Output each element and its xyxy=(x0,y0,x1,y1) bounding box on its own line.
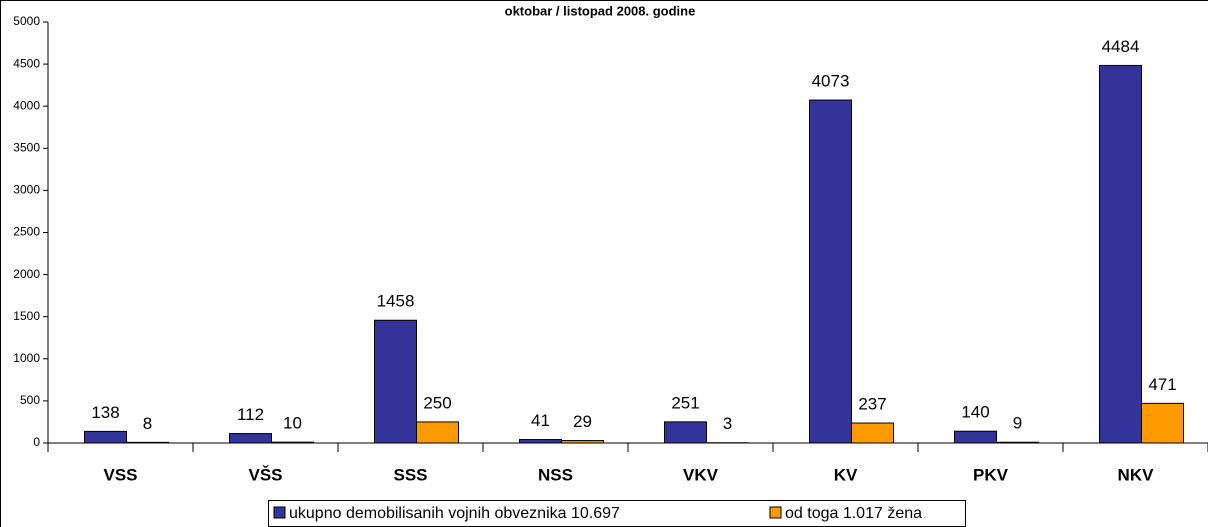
bar xyxy=(127,442,169,443)
y-tick-label: 4500 xyxy=(13,56,40,70)
legend-label: od toga 1.017 žena xyxy=(785,505,922,522)
value-label: 251 xyxy=(671,393,699,412)
bar xyxy=(272,442,314,443)
y-tick-label: 0 xyxy=(33,435,40,449)
bar xyxy=(375,320,417,443)
y-tick-label: 3500 xyxy=(13,140,40,154)
value-label: 140 xyxy=(961,403,989,422)
value-label: 9 xyxy=(1013,414,1022,433)
value-label: 4073 xyxy=(812,72,850,91)
value-label: 112 xyxy=(237,405,264,424)
bar xyxy=(955,431,997,443)
value-label: 10 xyxy=(283,414,302,433)
x-tick-label: SSS xyxy=(393,465,427,484)
value-label: 4484 xyxy=(1102,37,1140,56)
value-label: 3 xyxy=(723,414,732,433)
x-tick-label: NKV xyxy=(1118,465,1155,484)
value-label: 237 xyxy=(858,395,886,414)
value-label: 8 xyxy=(143,414,152,433)
bar xyxy=(997,442,1039,443)
y-tick-label: 2500 xyxy=(13,225,40,239)
bar xyxy=(230,434,272,443)
x-tick-label: VŠS xyxy=(248,465,282,484)
x-tick-label: VKV xyxy=(683,465,719,484)
value-label: 29 xyxy=(573,412,592,431)
value-label: 471 xyxy=(1148,375,1176,394)
chart-border xyxy=(1,1,1208,527)
y-tick-label: 5000 xyxy=(13,14,40,28)
bar xyxy=(852,423,894,443)
bar xyxy=(520,440,562,443)
bar xyxy=(562,441,604,443)
bar xyxy=(1100,65,1142,443)
chart-title: oktobar / listopad 2008. godine xyxy=(505,3,696,18)
bar xyxy=(85,431,127,443)
y-tick-label: 1500 xyxy=(13,309,40,323)
y-tick-label: 2000 xyxy=(13,267,40,281)
y-tick-label: 3000 xyxy=(13,183,40,197)
y-tick-label: 500 xyxy=(20,393,40,407)
bar xyxy=(417,422,459,443)
y-tick-label: 1000 xyxy=(13,351,40,365)
x-tick-label: PKV xyxy=(973,465,1009,484)
legend-label: ukupno demobilisanih vojnih obveznika 10… xyxy=(289,505,620,522)
x-tick-label: VSS xyxy=(103,465,137,484)
x-tick-label: KV xyxy=(834,465,858,484)
bar xyxy=(665,422,707,443)
value-label: 250 xyxy=(423,393,451,412)
bar xyxy=(1142,403,1184,443)
y-tick-label: 4000 xyxy=(13,98,40,112)
value-label: 41 xyxy=(531,411,550,430)
value-label: 138 xyxy=(91,403,119,422)
x-tick-label: NSS xyxy=(538,465,573,484)
legend-swatch xyxy=(770,507,781,518)
chart: oktobar / listopad 2008. godine 0 500 1000… xyxy=(0,0,1208,527)
bar xyxy=(810,100,852,443)
value-label: 1458 xyxy=(377,292,415,311)
legend-swatch xyxy=(274,507,285,518)
